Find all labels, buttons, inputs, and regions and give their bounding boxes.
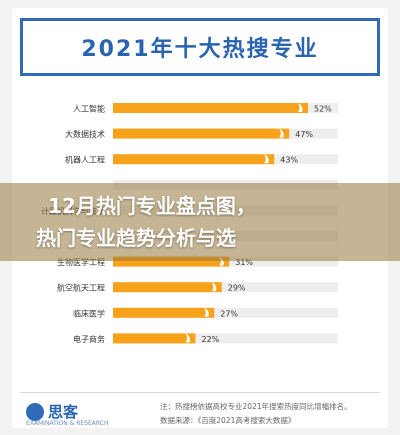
value-label: 43%: [280, 156, 298, 165]
value-label: 29%: [228, 284, 246, 293]
bar: [113, 256, 230, 267]
flame-icon: [264, 154, 269, 164]
category-label: 临床医学: [73, 308, 105, 318]
value-label: 27%: [220, 309, 238, 318]
logo-subtitle: EXAMINATION & RESEARCH: [26, 420, 109, 427]
headline-overlay: [0, 183, 400, 261]
bar-track: [113, 307, 338, 318]
bar: [113, 333, 196, 344]
flame-icon: [298, 103, 303, 112]
footer: 思客 EXAMINATION & RESEARCH 注：热搜榜依据高校专业202…: [20, 392, 380, 429]
value-label: 47%: [295, 130, 313, 139]
bar-track: [113, 282, 338, 293]
flame-icon: [204, 307, 209, 317]
value-label: 22%: [202, 335, 220, 344]
bar: [113, 154, 275, 165]
title-box: 2021年十大热搜专业: [20, 18, 380, 76]
value-label: 52%: [314, 105, 332, 114]
flame-icon: [185, 333, 190, 343]
logo-text: 思客: [48, 403, 79, 421]
bar: [113, 128, 290, 139]
category-label: 生物医学工程: [57, 257, 105, 267]
footnote-source: 数据来源：《百度2021高考搜索大数据》: [160, 416, 296, 425]
bar: [113, 282, 222, 293]
headline-line-2: 热门专业趋势分析与选: [36, 226, 236, 250]
headline-line-1: 12月热门专业盘点图，: [48, 194, 256, 218]
value-label: 31%: [235, 258, 253, 267]
bar: [113, 103, 308, 113]
logo-mark-icon: [26, 402, 44, 421]
category-label: 人工智能: [73, 104, 105, 114]
bar-track: [113, 333, 338, 344]
footnote-ranking: 注：热搜榜依据高校专业2021年搜索热度同比增幅排名。: [160, 402, 352, 411]
category-label: 航空航天工程: [57, 283, 105, 293]
category-label: 机器人工程: [65, 155, 105, 165]
category-label: 大数据技术: [65, 129, 105, 139]
bar: [113, 307, 215, 318]
chart-title: 2021年十大热搜专业: [81, 37, 319, 62]
flame-icon: [211, 282, 217, 292]
flame-icon: [279, 128, 284, 138]
category-label: 电子商务: [73, 334, 105, 344]
brand-logo: 思客: [26, 401, 78, 422]
